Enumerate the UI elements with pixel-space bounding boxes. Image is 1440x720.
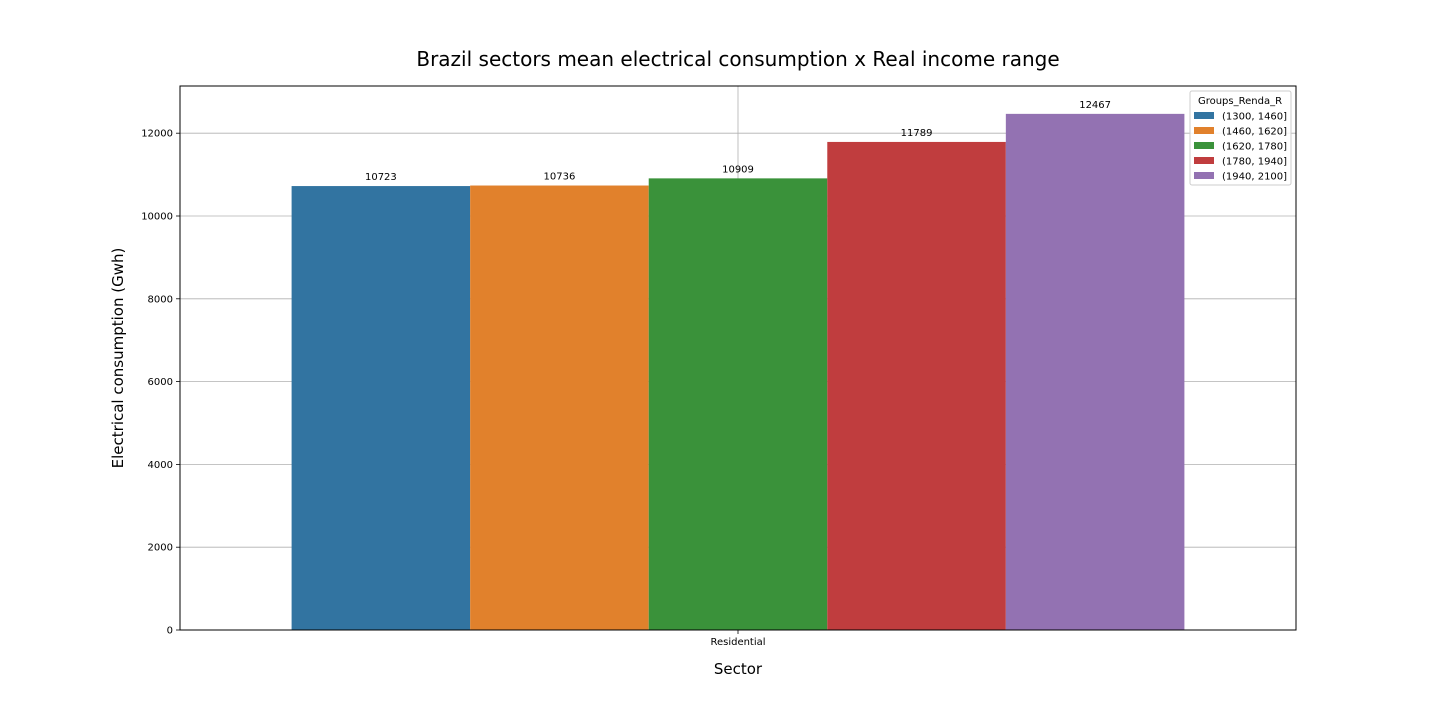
y-tick-label: 8000 <box>148 294 173 305</box>
x-axis-ticks: Residential <box>710 630 766 648</box>
legend-entry-label: (1620, 1780] <box>1222 142 1287 153</box>
y-tick-label: 0 <box>167 626 173 637</box>
legend-entry-label: (1460, 1620] <box>1222 127 1287 138</box>
legend-items: (1300, 1460] (1460, 1620] (1620, 1780] (178… <box>1194 112 1287 183</box>
bar-labels-layer: 10723 10736 10909 11789 12467 <box>365 100 1111 183</box>
legend-swatch <box>1194 127 1214 134</box>
bar <box>470 185 649 630</box>
bar <box>1005 113 1185 630</box>
legend-title: Groups_Renda_R <box>1198 96 1282 107</box>
legend-frame <box>1189 90 1292 186</box>
legend-swatch <box>1194 172 1214 179</box>
bar <box>827 141 1006 630</box>
y-axis-label: Electrical consumption (Gwh) <box>109 248 127 469</box>
legend-entry-label: (1940, 2100] <box>1222 172 1287 183</box>
y-tick-label: 12000 <box>141 129 173 140</box>
legend-entry-label: (1780, 1940] <box>1222 157 1287 168</box>
y-axis-ticks: 0 2000 4000 6000 8000 10000 12000 <box>141 129 180 637</box>
bar-value-label: 10909 <box>722 164 754 175</box>
y-tick-label: 6000 <box>148 377 173 388</box>
y-tick-label: 10000 <box>141 211 173 222</box>
bar-value-label: 11789 <box>901 128 933 139</box>
bar-value-label: 12467 <box>1079 100 1111 111</box>
legend: Groups_Renda_R (1300, 1460](1460, 1620](… <box>1189 90 1292 186</box>
legend-entry-label: (1300, 1460] <box>1222 112 1287 123</box>
bar <box>291 186 471 631</box>
bar-value-label: 10736 <box>544 172 576 183</box>
legend-swatch <box>1194 157 1214 164</box>
legend-swatch <box>1194 112 1214 119</box>
bars-layer <box>291 113 1185 631</box>
x-tick-label: Residential <box>710 637 765 648</box>
y-tick-label: 2000 <box>148 543 173 554</box>
y-tick-label: 4000 <box>148 460 173 471</box>
chart-title: Brazil sectors mean electrical consumpti… <box>416 47 1059 71</box>
legend-swatch <box>1194 142 1214 149</box>
bar-value-label: 10723 <box>365 172 397 183</box>
x-axis-label: Sector <box>714 660 763 678</box>
bar <box>648 178 828 630</box>
